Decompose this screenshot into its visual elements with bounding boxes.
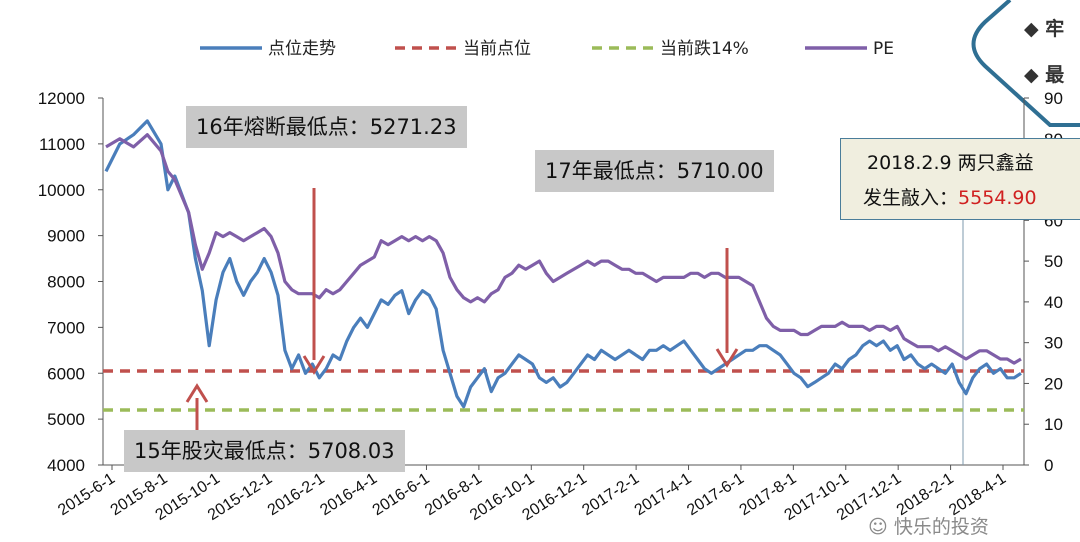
info-line-2-value: 5554.90 [958, 187, 1037, 209]
arrow-head [302, 355, 326, 375]
arrow-2017-low [715, 248, 739, 368]
left-tick-label: 12000 [38, 89, 85, 108]
left-tick-label: 10000 [38, 181, 85, 200]
left-tick-label: 8000 [47, 273, 85, 292]
annotation-2016-low: 16年熔断最低点：5271.23 [186, 106, 467, 148]
x-tick-label: 2017-2-1 [579, 470, 642, 519]
wechat-icon: ☺ [868, 516, 888, 538]
x-tick-label: 2016-2-1 [265, 470, 328, 519]
right-tick-label: 40 [1044, 293, 1063, 312]
info-line-2: 发生敲入：5554.90 [863, 183, 1037, 210]
watermark: ☺ 快乐的投资 [868, 512, 989, 539]
pe-series-line [105, 133, 1022, 365]
right-tick-label: 30 [1044, 334, 1063, 353]
series-lines [104, 119, 1022, 409]
legend-label: 当前跌14% [660, 39, 749, 59]
left-tick-label: 5000 [47, 410, 85, 429]
x-tick-label: 2015-6-1 [55, 470, 118, 519]
legend-item: PE [805, 39, 894, 59]
knock-in-info-box: 2018.2.9 两只鑫益 发生敲入：5554.90 [840, 138, 1080, 220]
x-tick-label: 2016-6-1 [370, 470, 433, 519]
watermark-text: 快乐的投资 [893, 516, 989, 538]
arrow-head [715, 348, 739, 368]
right-tick-label: 20 [1044, 374, 1063, 393]
legend-item: 当前点位 [395, 39, 531, 59]
arrow-2016-low [302, 188, 326, 375]
arrow-2015-low [185, 383, 209, 430]
index-series-line [104, 119, 1022, 409]
bubble-item-1: ◆ 牢 [1024, 18, 1065, 40]
left-tick-label: 11000 [39, 135, 85, 154]
left-tick-label: 4000 [47, 456, 85, 475]
legend: 点位走势 当前点位 当前跌14% PE [200, 39, 894, 59]
annotation-2015-low: 15年股灾最低点：5708.03 [124, 430, 405, 472]
annotation-2017-low: 17年最低点：5710.00 [535, 150, 774, 192]
annotation-arrows [185, 188, 739, 430]
callout-bubble [971, 0, 1080, 127]
x-tick-label: 2016-4-1 [317, 470, 380, 519]
right-tick-label: 50 [1044, 252, 1063, 271]
right-tick-label: 90 [1044, 89, 1063, 108]
legend-label: 点位走势 [268, 39, 336, 59]
info-line-1: 2018.2.9 两只鑫益 [867, 152, 1034, 174]
right-tick-label: 10 [1044, 415, 1063, 434]
reference-lines [103, 369, 1024, 412]
left-tick-label: 7000 [47, 318, 85, 337]
arrow-head [185, 383, 209, 403]
info-line-2-label: 发生敲入： [863, 187, 959, 209]
right-tick-label: 0 [1044, 456, 1053, 475]
legend-item: 当前跌14% [592, 39, 749, 59]
left-tick-label: 6000 [47, 364, 85, 383]
x-tick-label: 2017-6-1 [684, 470, 747, 519]
legend-label: 当前点位 [463, 39, 531, 59]
left-tick-label: 9000 [47, 227, 85, 246]
bubble-item-2: ◆ 最 [1024, 64, 1065, 86]
legend-label: PE [873, 39, 894, 59]
x-tick-label: 2017-4-1 [632, 470, 695, 519]
legend-item: 点位走势 [200, 39, 336, 59]
